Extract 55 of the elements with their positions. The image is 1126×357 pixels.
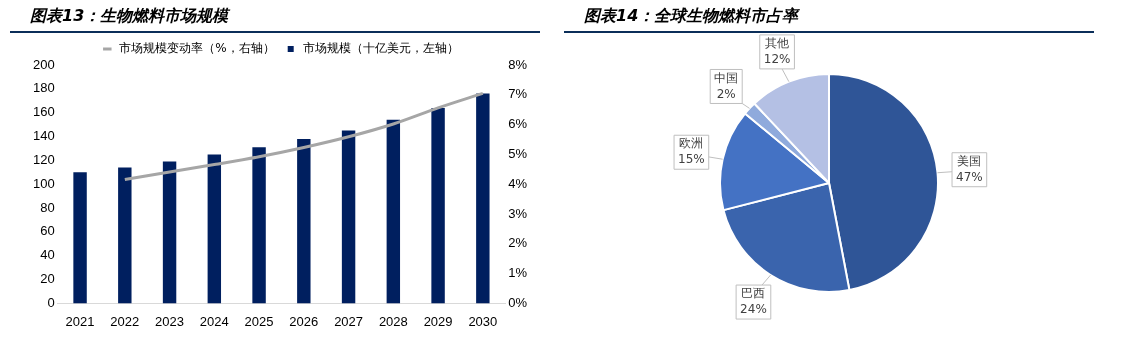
slice-label: 美国 (957, 153, 982, 168)
x-tick-label: 2029 (423, 313, 453, 329)
data-label: 47% (956, 169, 983, 184)
bar (162, 161, 177, 304)
x-tick-label: 2023 (155, 313, 185, 329)
bar (297, 138, 311, 304)
bar (476, 93, 490, 304)
x-tick-label: 2030 (468, 313, 498, 329)
x-tick-label: 2028 (378, 313, 408, 329)
bar (207, 154, 222, 304)
chart-title: 图表14：全球生物燃料市占率 (564, 2, 1094, 33)
y-tick-label: 140 (32, 128, 55, 144)
x-tick-label: 2027 (334, 313, 364, 329)
line-series (123, 91, 485, 181)
y2-tick-label: 3% (508, 205, 528, 221)
data-label: 2% (716, 86, 736, 101)
y2-tick-label: 5% (508, 145, 528, 161)
data-label: 15% (678, 152, 705, 167)
y-tick-label: 100 (32, 175, 55, 191)
y-tick-label: 40 (40, 247, 55, 263)
x-tick-label: 2025 (244, 313, 274, 329)
slice-label: 欧洲 (679, 136, 704, 151)
bar (252, 147, 266, 304)
y2-tick-label: 2% (508, 235, 528, 251)
x-tick-label: 2024 (199, 313, 229, 329)
legend-label: 市场规模（十亿美元，左轴） (302, 41, 459, 56)
bar (386, 119, 401, 304)
y2-tick-label: 0% (508, 294, 528, 310)
bar (73, 172, 87, 304)
y-tick-label: 0 (47, 294, 55, 310)
x-tick-label: 2026 (289, 313, 319, 329)
y2-tick-label: 6% (508, 116, 528, 132)
y-tick-label: 120 (32, 151, 55, 167)
chart-title: 图表13：生物燃料市场规模 (10, 2, 540, 33)
x-tick-label: 2021 (65, 313, 95, 329)
y2-tick-label: 7% (508, 86, 528, 102)
y-tick-label: 200 (32, 56, 55, 72)
slice-label: 中国 (714, 70, 739, 85)
legend-label: 市场规模变动率（%，右轴） (119, 41, 275, 56)
slice-label: 巴西 (741, 286, 766, 301)
data-label: 24% (740, 302, 767, 317)
y-tick-label: 180 (32, 80, 55, 96)
y2-tick-label: 8% (508, 56, 528, 72)
y-tick-label: 60 (40, 223, 55, 239)
y2-tick-label: 1% (508, 265, 528, 281)
y-tick-label: 20 (40, 271, 55, 287)
y-tick-label: 80 (40, 199, 55, 215)
bar (431, 107, 445, 304)
slice-label: 其他 (765, 36, 790, 51)
data-label: 12% (763, 52, 791, 67)
y-tick-label: 160 (32, 104, 55, 120)
bar (341, 130, 356, 304)
x-tick-label: 2022 (110, 313, 140, 329)
bar (118, 167, 132, 304)
y2-tick-label: 4% (508, 175, 528, 191)
